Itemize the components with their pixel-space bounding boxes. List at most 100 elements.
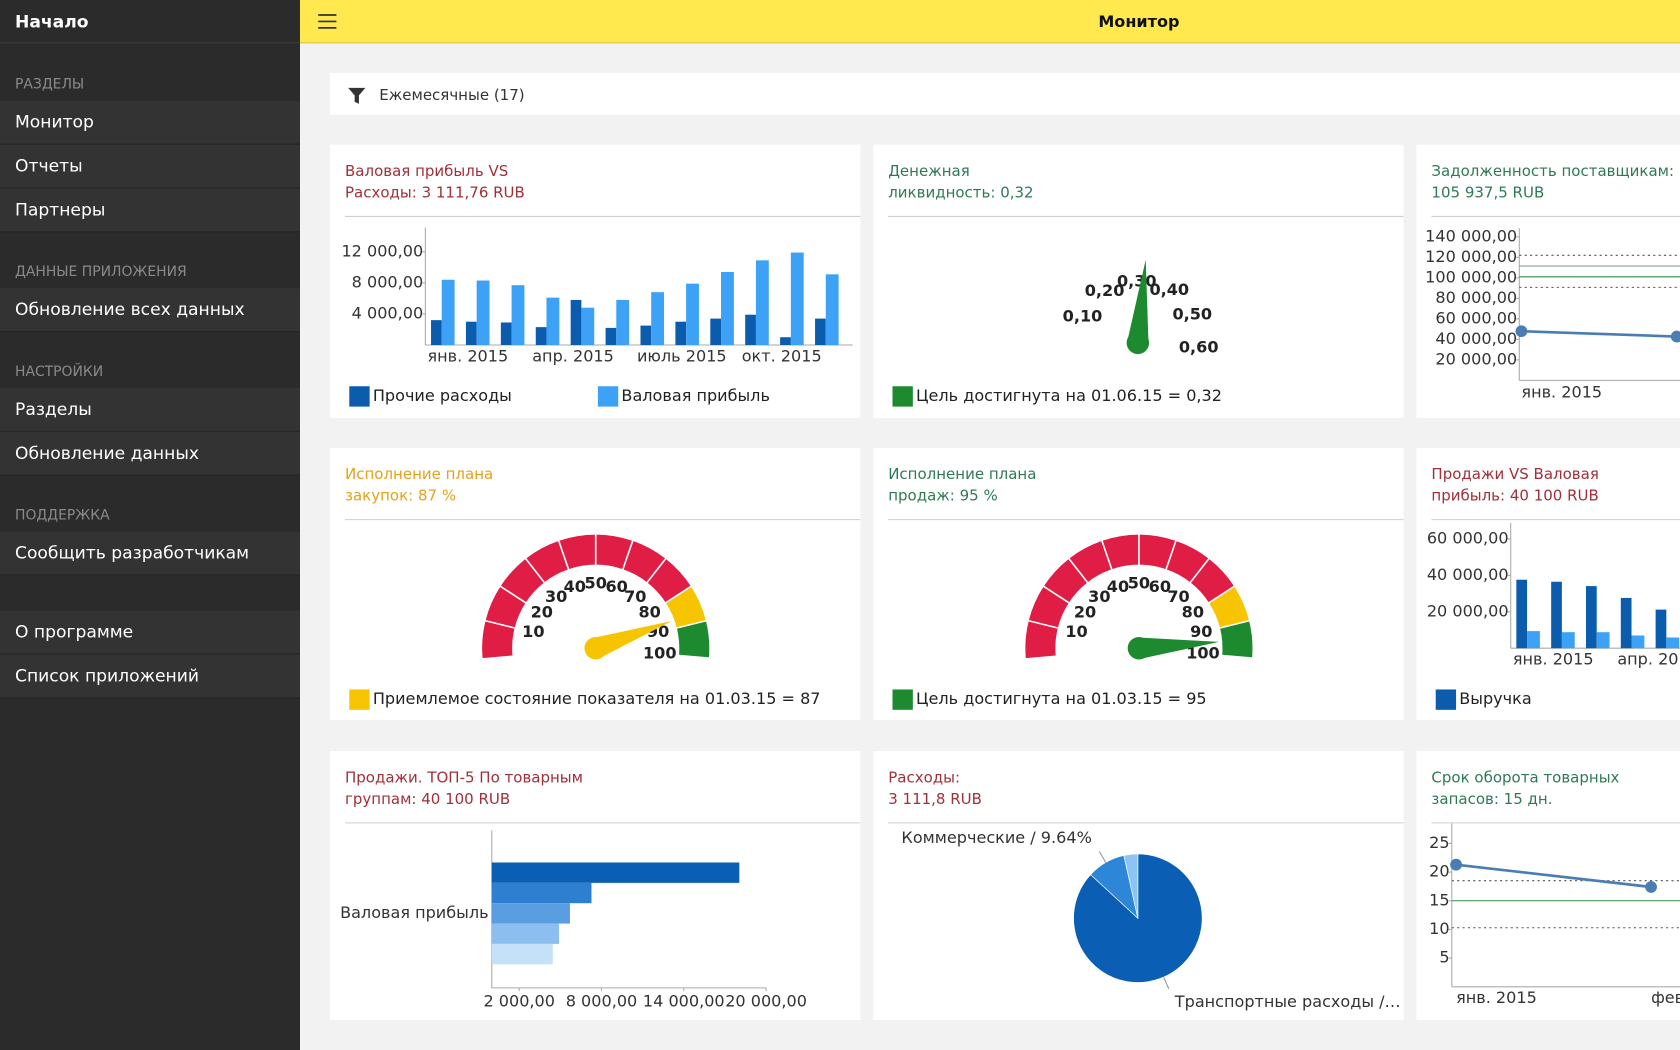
y-tick-label: 60 000,00: [1427, 528, 1509, 547]
gauge-tick-label: 70: [624, 587, 646, 606]
menu-item[interactable]: Партнеры: [15, 201, 105, 221]
filter-bar[interactable]: Ежемесячные (17): [330, 72, 1680, 115]
widget-card[interactable]: Исполнение плана закупок: 87 % 10203040506…: [330, 447, 861, 720]
card-title: Валовая прибыль VS: [345, 162, 508, 180]
gauge-tick-label: 10: [522, 622, 544, 641]
legend-label: Приемлемое состояние показателя на 01.03…: [373, 689, 821, 708]
gauge-tick-label: 80: [1182, 603, 1204, 622]
menu-item-background: [0, 288, 300, 333]
needle: [1138, 637, 1220, 659]
card-title: Расходы: 3 111,76 RUB: [345, 183, 525, 201]
bar: [491, 862, 740, 883]
pie-slice: [1073, 853, 1203, 983]
legend-swatch: [892, 386, 913, 407]
menu-item[interactable]: О программе: [15, 623, 133, 643]
menu-button[interactable]: [318, 14, 337, 29]
y-tick-label: 10: [1429, 919, 1449, 938]
widget-card[interactable]: Задолженность поставщикам: 105 937,5 RUB 2…: [1416, 144, 1680, 418]
card-background: [330, 144, 861, 418]
needle-hub: [1127, 636, 1151, 660]
widget-card[interactable]: Денежная ликвидность: 0,32 0,10 0,200,300,4…: [873, 144, 1404, 418]
widget-card[interactable]: Срок оборота товарных запасов: 15 дн. 5 10 1…: [1416, 751, 1680, 1020]
gauge-tick: [1165, 539, 1178, 571]
card-title: запасов: 15 дн.: [1431, 790, 1552, 808]
gauge-tick-label: 10: [1065, 622, 1087, 641]
gauge-tick: [1067, 557, 1089, 584]
gauge-tick-label: 60: [1149, 577, 1171, 596]
card-title: Срок оборота товарных: [1431, 768, 1619, 786]
data-point: [1645, 881, 1657, 893]
x-tick-label: апр. 2015: [1617, 650, 1680, 669]
bar: [491, 882, 592, 904]
needle: [592, 621, 672, 659]
card-title: Продажи VS Валовая: [1431, 465, 1598, 483]
bar: [745, 314, 756, 345]
sidebar-title[interactable]: Начало: [15, 13, 89, 33]
gauge-tick: [557, 539, 570, 571]
gauge-tick: [1100, 539, 1113, 571]
data-point: [1515, 325, 1528, 338]
menu-item[interactable]: Обновление всех данных: [15, 300, 245, 320]
menu-item[interactable]: Монитор: [15, 113, 94, 133]
x-tick-label: 2 000,00: [483, 991, 555, 1010]
gauge-tick: [664, 585, 693, 604]
card-title: группам: 40 100 RUB: [345, 790, 510, 808]
bar: [675, 321, 687, 345]
section-heading: ПОДДЕРЖКА: [15, 507, 110, 523]
card-background: [1416, 144, 1680, 418]
gauge-tick-label: 40: [1107, 577, 1129, 596]
card-title: Задолженность поставщикам:: [1431, 162, 1674, 180]
bar: [581, 307, 595, 345]
gauge-tick: [1189, 557, 1211, 584]
bar: [755, 260, 769, 345]
needle-hub: [1126, 331, 1150, 355]
menu-item-background: [0, 144, 300, 189]
gauge-tick-label: 60: [605, 577, 627, 596]
gauge-tick-label: 0,50: [1172, 305, 1212, 324]
menu-item[interactable]: Отчеты: [15, 157, 83, 177]
card-background: [330, 751, 861, 1020]
bar: [1527, 631, 1540, 649]
bar: [465, 321, 477, 345]
bar: [570, 299, 582, 345]
y-tick-label: 60 000,00: [1435, 308, 1517, 327]
legend-label: Прочие расходы: [373, 386, 512, 405]
widget-card[interactable]: Расходы: 3 111,8 RUB Транспортные расходы …: [873, 751, 1404, 1020]
gauge-tick: [675, 619, 708, 630]
menu-item-background: [0, 387, 300, 432]
bar: [1655, 609, 1667, 649]
widget-card[interactable]: Продажи VS Валовая прибыль: 40 100 RUB 20 …: [1416, 447, 1680, 720]
data-point: [1450, 858, 1462, 871]
gauge-tick: [1042, 585, 1071, 604]
data-point: [1670, 330, 1680, 343]
bar: [790, 252, 804, 345]
widget-card[interactable]: Исполнение плана продаж: 95 % 102030405060…: [873, 447, 1404, 720]
bar: [491, 943, 553, 965]
gauge-tick-label: 50: [585, 573, 607, 592]
y-tick-label: 15: [1429, 890, 1449, 909]
menu-item[interactable]: Разделы: [15, 400, 92, 420]
gauge-tick-label: 100: [1186, 643, 1220, 662]
x-tick-label: 20 000,00: [725, 991, 807, 1010]
menu-item[interactable]: Обновление данных: [15, 444, 199, 464]
gauge-tick: [1221, 654, 1254, 660]
menu-item[interactable]: Список приложений: [15, 667, 199, 687]
card-title: Исполнение плана: [345, 465, 493, 483]
gauge-tick-label: 0,60: [1179, 338, 1219, 357]
bar: [441, 279, 455, 345]
legend-label: Выручка: [1459, 689, 1531, 708]
gauge-tick-label: 80: [638, 603, 660, 622]
y-tick-label: 80 000,00: [1435, 288, 1517, 307]
gauge-band: [1025, 534, 1235, 659]
widget-card[interactable]: Валовая прибыль VS Расходы: 3 111,76 RUB 4…: [330, 144, 861, 418]
gauge-band: [482, 534, 691, 659]
menu-item[interactable]: Сообщить разработчикам: [15, 543, 249, 563]
section-heading: ДАННЫЕ ПРИЛОЖЕНИЯ: [15, 264, 187, 280]
header: Монитор: [300, 0, 1680, 44]
menu-item-background: [0, 531, 300, 576]
bar: [476, 280, 490, 345]
widget-card[interactable]: Продажи. ТОП-5 По товарным группам: 40 10…: [330, 751, 861, 1020]
gauge-tick-label: 70: [1167, 587, 1189, 606]
menu-item-background: [0, 431, 300, 476]
